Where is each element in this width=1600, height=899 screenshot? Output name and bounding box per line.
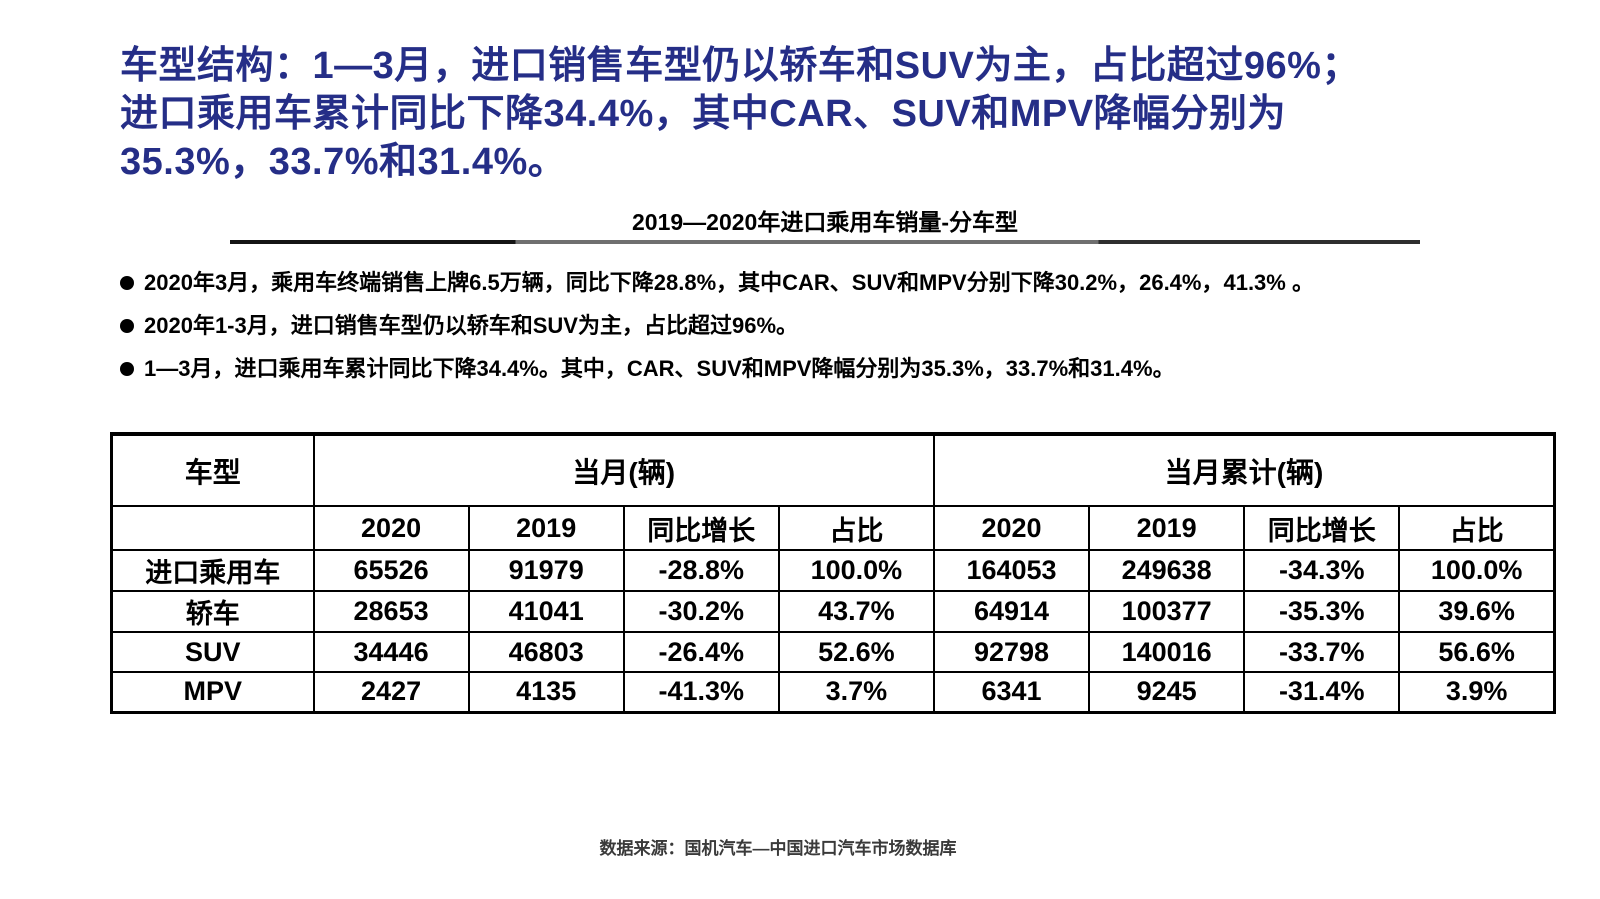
cell-model: 轿车 <box>110 590 315 633</box>
sales-table: 车型 当月(辆) 当月累计(辆) 2020 2019 同比增长 占比 2020 … <box>110 432 1556 714</box>
cell-month-yoy: -26.4% <box>622 631 780 673</box>
table-row: MPV 2427 4135 -41.3% 3.7% 6341 9245 -31.… <box>110 671 1556 713</box>
cell-month-2020: 2427 <box>312 671 470 713</box>
bullet-icon <box>120 362 134 376</box>
cell-month-2020: 65526 <box>312 549 470 592</box>
cell-cum-2020: 64914 <box>932 590 1091 633</box>
cell-cum-2020: 92798 <box>932 631 1091 673</box>
page-title: 车型结构：1—3月，进口销售车型仍以轿车和SUV为主，占比超过96%； 进口乘用… <box>120 42 1480 186</box>
cell-model: MPV <box>110 671 315 713</box>
cell-cum-2019: 140016 <box>1088 631 1246 673</box>
bullet-item: 1—3月，进口乘用车累计同比下降34.4%。其中，CAR、SUV和MPV降幅分别… <box>120 354 1470 384</box>
cell-cum-yoy: -35.3% <box>1243 590 1401 633</box>
header-group-cumulative: 当月累计(辆) <box>932 433 1556 507</box>
cell-month-share: 100.0% <box>777 549 935 592</box>
cell-month-yoy: -41.3% <box>622 671 780 713</box>
cell-month-2019: 41041 <box>467 590 625 633</box>
header-month-2020: 2020 <box>312 505 470 551</box>
cell-cum-2019: 100377 <box>1088 590 1246 633</box>
cell-cum-yoy: -34.3% <box>1243 549 1401 592</box>
header-month-2019: 2019 <box>467 505 625 551</box>
table-header-row-groups: 车型 当月(辆) 当月累计(辆) <box>110 433 1556 507</box>
bullet-item: 2020年3月，乘用车终端销售上牌6.5万辆，同比下降28.8%，其中CAR、S… <box>120 268 1470 298</box>
header-model: 车型 <box>110 433 315 507</box>
header-month-share: 占比 <box>777 505 935 551</box>
cell-month-share: 52.6% <box>777 631 935 673</box>
cell-cum-share: 3.9% <box>1398 671 1556 713</box>
table-row: 轿车 28653 41041 -30.2% 43.7% 64914 100377… <box>110 590 1556 633</box>
header-cum-share: 占比 <box>1398 505 1556 551</box>
cell-month-2020: 34446 <box>312 631 470 673</box>
section-divider <box>230 240 1420 244</box>
bullet-text: 1—3月，进口乘用车累计同比下降34.4%。其中，CAR、SUV和MPV降幅分别… <box>144 356 1175 381</box>
cell-cum-2019: 9245 <box>1088 671 1246 713</box>
cell-month-2019: 46803 <box>467 631 625 673</box>
table-row: SUV 34446 46803 -26.4% 52.6% 92798 14001… <box>110 631 1556 673</box>
header-cum-yoy: 同比增长 <box>1243 505 1401 551</box>
cell-month-yoy: -30.2% <box>622 590 780 633</box>
header-month-yoy: 同比增长 <box>622 505 780 551</box>
cell-month-share: 43.7% <box>777 590 935 633</box>
cell-month-2019: 91979 <box>467 549 625 592</box>
header-cum-2019: 2019 <box>1088 505 1246 551</box>
cell-cum-yoy: -33.7% <box>1243 631 1401 673</box>
bullet-text: 2020年1-3月，进口销售车型仍以轿车和SUV为主，占比超过96%。 <box>144 313 799 338</box>
cell-cum-yoy: -31.4% <box>1243 671 1401 713</box>
bullet-list: 2020年3月，乘用车终端销售上牌6.5万辆，同比下降28.8%，其中CAR、S… <box>120 268 1470 397</box>
cell-month-2020: 28653 <box>312 590 470 633</box>
cell-model: SUV <box>110 631 315 673</box>
table-row: 进口乘用车 65526 91979 -28.8% 100.0% 164053 2… <box>110 549 1556 592</box>
cell-month-yoy: -28.8% <box>622 549 780 592</box>
cell-month-share: 3.7% <box>777 671 935 713</box>
bullet-item: 2020年1-3月，进口销售车型仍以轿车和SUV为主，占比超过96%。 <box>120 311 1470 341</box>
bullet-icon <box>120 276 134 290</box>
cell-cum-2019: 249638 <box>1088 549 1246 592</box>
cell-cum-share: 39.6% <box>1398 590 1556 633</box>
cell-month-2019: 4135 <box>467 671 625 713</box>
sales-table-container: 车型 当月(辆) 当月累计(辆) 2020 2019 同比增长 占比 2020 … <box>110 432 1556 714</box>
header-cum-2020: 2020 <box>932 505 1091 551</box>
data-source-note: 数据来源：国机汽车—中国进口汽车市场数据库 <box>599 839 957 858</box>
header-model-spacer <box>110 505 315 551</box>
cell-cum-2020: 6341 <box>932 671 1091 713</box>
cell-cum-share: 56.6% <box>1398 631 1556 673</box>
table-header-row-sub: 2020 2019 同比增长 占比 2020 2019 同比增长 占比 <box>110 505 1556 551</box>
page-title-line-3: 35.3%，33.7%和31.4%。 <box>120 141 567 183</box>
section-title: 2019—2020年进口乘用车销量-分车型 <box>632 209 1018 235</box>
bullet-text: 2020年3月，乘用车终端销售上牌6.5万辆，同比下降28.8%，其中CAR、S… <box>144 270 1314 295</box>
cell-cum-2020: 164053 <box>932 549 1091 592</box>
bullet-icon <box>120 319 134 333</box>
header-group-month: 当月(辆) <box>312 433 935 507</box>
cell-cum-share: 100.0% <box>1398 549 1556 592</box>
page-title-line-2: 进口乘用车累计同比下降34.4%，其中CAR、SUV和MPV降幅分别为 <box>120 93 1287 135</box>
cell-model: 进口乘用车 <box>110 549 315 592</box>
page-title-line-1: 车型结构：1—3月，进口销售车型仍以轿车和SUV为主，占比超过96%； <box>120 45 1360 87</box>
